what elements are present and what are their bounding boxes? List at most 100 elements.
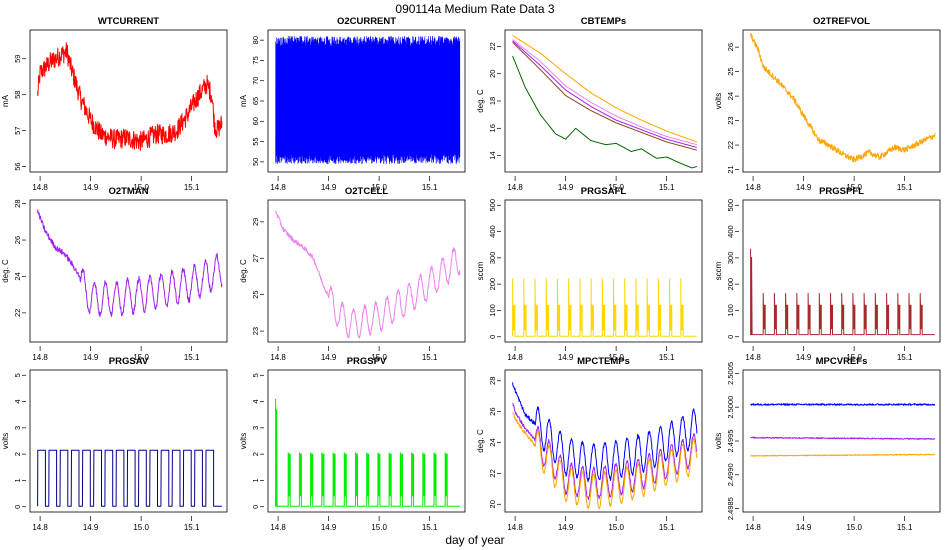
y-axis-label: volts <box>1 433 10 449</box>
y-tick-label: 20 <box>488 70 497 78</box>
y-tick-label: 24 <box>13 272 22 280</box>
x-tick-label: 15.0 <box>371 523 387 532</box>
y-tick-label: 65 <box>251 97 260 105</box>
y-axis-label: volts <box>239 433 248 449</box>
y-tick-label: 3 <box>251 426 260 430</box>
y-tick-label: 24 <box>726 92 735 100</box>
panel-cbtemps: CBTEMPs deg. C 14.8 14.9 15.0 15.1 14 16 18 20 22 <box>476 16 703 192</box>
y-tick-label: 80 <box>251 36 260 44</box>
y-tick-label: 28 <box>13 199 22 207</box>
y-tick-label: 22 <box>13 309 22 317</box>
y-tick-label: 18 <box>488 97 497 105</box>
x-tick-label: 15.1 <box>184 183 200 192</box>
y-tick-label: 0 <box>251 505 260 509</box>
y-tick-label: 2.5000 <box>726 396 735 419</box>
x-tick-label: 14.8 <box>507 523 523 532</box>
x-tick-label: 15.1 <box>659 183 675 192</box>
y-tick-label: 21 <box>726 165 735 173</box>
series-line-0 <box>275 35 461 165</box>
x-tick-label: 15.1 <box>897 353 913 362</box>
series-line-0 <box>750 403 936 406</box>
y-axis-label: sccm <box>476 261 485 280</box>
x-tick-label: 15.0 <box>371 353 387 362</box>
x-tick-label: 14.9 <box>558 353 574 362</box>
series-line-0 <box>512 382 698 483</box>
plot-frame <box>742 199 941 343</box>
y-axis-label: deg. C <box>476 89 485 113</box>
y-axis-label: deg. C <box>1 259 10 283</box>
x-tick-label: 14.8 <box>270 353 286 362</box>
series-line-0 <box>37 209 223 318</box>
panels: WTCURRENT mA 14.8 14.9 15.0 15.1 56 57 58 59 O2CUR… <box>1 16 941 532</box>
y-tick-label: 2.5005 <box>726 362 735 385</box>
y-tick-label: 5 <box>251 373 260 377</box>
panel-title: PRGSAFL <box>581 186 627 197</box>
plot-area <box>37 449 222 507</box>
x-tick-label: 15.1 <box>422 183 438 192</box>
x-tick-label: 14.8 <box>745 183 761 192</box>
panel-o2current: O2CURRENT mA 14.8 14.9 15.0 15.1 50 55 60 65 70 75 8… <box>239 16 466 192</box>
y-tick-label: 300 <box>726 252 735 265</box>
panel-title: O2TMAN <box>108 186 148 197</box>
x-tick-label: 14.8 <box>32 183 48 192</box>
panel-title: PRGSPFL <box>819 186 864 197</box>
plot-area <box>512 278 697 337</box>
panel-o2tcell: O2TCELL deg. C 14.8 14.9 15.0 15.1 23 25 27 29 <box>239 186 466 362</box>
y-tick-label: 58 <box>13 91 22 99</box>
plot-frame <box>29 369 228 513</box>
plot-area <box>512 35 698 169</box>
y-tick-label: 100 <box>726 304 735 317</box>
y-tick-label: 5 <box>13 373 22 377</box>
x-tick-label: 14.8 <box>507 353 523 362</box>
plot-frame <box>29 29 228 173</box>
x-tick-label: 14.8 <box>507 183 523 192</box>
x-tick-label: 15.1 <box>184 353 200 362</box>
y-tick-label: 27 <box>251 254 260 262</box>
y-tick-label: 28 <box>488 377 497 385</box>
y-tick-label: 200 <box>488 278 497 291</box>
series-line-0 <box>750 33 936 163</box>
series-line-1 <box>512 402 698 501</box>
panel-o2trefvol: O2TREFVOL volts 14.8 14.9 15.0 15.1 21 22 23 24 25… <box>714 16 941 192</box>
y-axis-label: deg. C <box>239 259 248 283</box>
plot-frame <box>29 199 228 343</box>
panel-wtcurrent: WTCURRENT mA 14.8 14.9 15.0 15.1 56 57 58 59 <box>1 16 228 192</box>
y-tick-label: 14 <box>488 151 497 159</box>
x-tick-label: 15.0 <box>608 183 624 192</box>
x-tick-label: 14.9 <box>83 523 99 532</box>
x-tick-label: 15.0 <box>846 353 862 362</box>
y-tick-label: 23 <box>726 116 735 124</box>
panel-o2tman: O2TMAN deg. C 14.8 14.9 15.0 15.1 22 24 26 28 <box>1 186 228 362</box>
x-tick-label: 14.9 <box>558 523 574 532</box>
plot-area <box>37 209 223 318</box>
series-line-1 <box>512 39 698 146</box>
x-tick-label: 15.1 <box>897 183 913 192</box>
y-tick-label: 3 <box>13 426 22 430</box>
y-tick-label: 400 <box>488 225 497 238</box>
y-tick-label: 16 <box>488 124 497 132</box>
panel-title: O2CURRENT <box>337 16 396 27</box>
x-tick-label: 15.0 <box>133 523 149 532</box>
y-axis-label: sccm <box>714 261 723 280</box>
x-tick-label: 14.8 <box>745 353 761 362</box>
y-tick-label: 1 <box>251 478 260 482</box>
y-tick-label: 2 <box>13 452 22 456</box>
x-tick-label: 14.9 <box>796 353 812 362</box>
y-tick-label: 57 <box>13 126 22 134</box>
plot-frame <box>742 29 941 173</box>
y-tick-label: 56 <box>13 162 22 170</box>
x-tick-label: 14.9 <box>83 183 99 192</box>
y-tick-label: 20 <box>488 500 497 508</box>
y-tick-label: 2.4995 <box>726 430 735 453</box>
figure-title: 090114a Medium Rate Data 3 <box>395 2 555 16</box>
x-tick-label: 14.9 <box>796 183 812 192</box>
plot-area <box>512 382 698 510</box>
y-tick-label: 200 <box>726 278 735 291</box>
x-tick-label: 14.8 <box>745 523 761 532</box>
y-tick-label: 2.4985 <box>726 497 735 520</box>
y-axis-label: deg. C <box>476 429 485 453</box>
series-line-2 <box>512 40 698 148</box>
y-tick-label: 26 <box>13 236 22 244</box>
figure-xlabel: day of year <box>445 533 504 547</box>
panel-mpctemps: MPCTEMPs deg. C 14.8 14.9 15.0 15.1 20 22 24 26 28 <box>476 356 703 532</box>
